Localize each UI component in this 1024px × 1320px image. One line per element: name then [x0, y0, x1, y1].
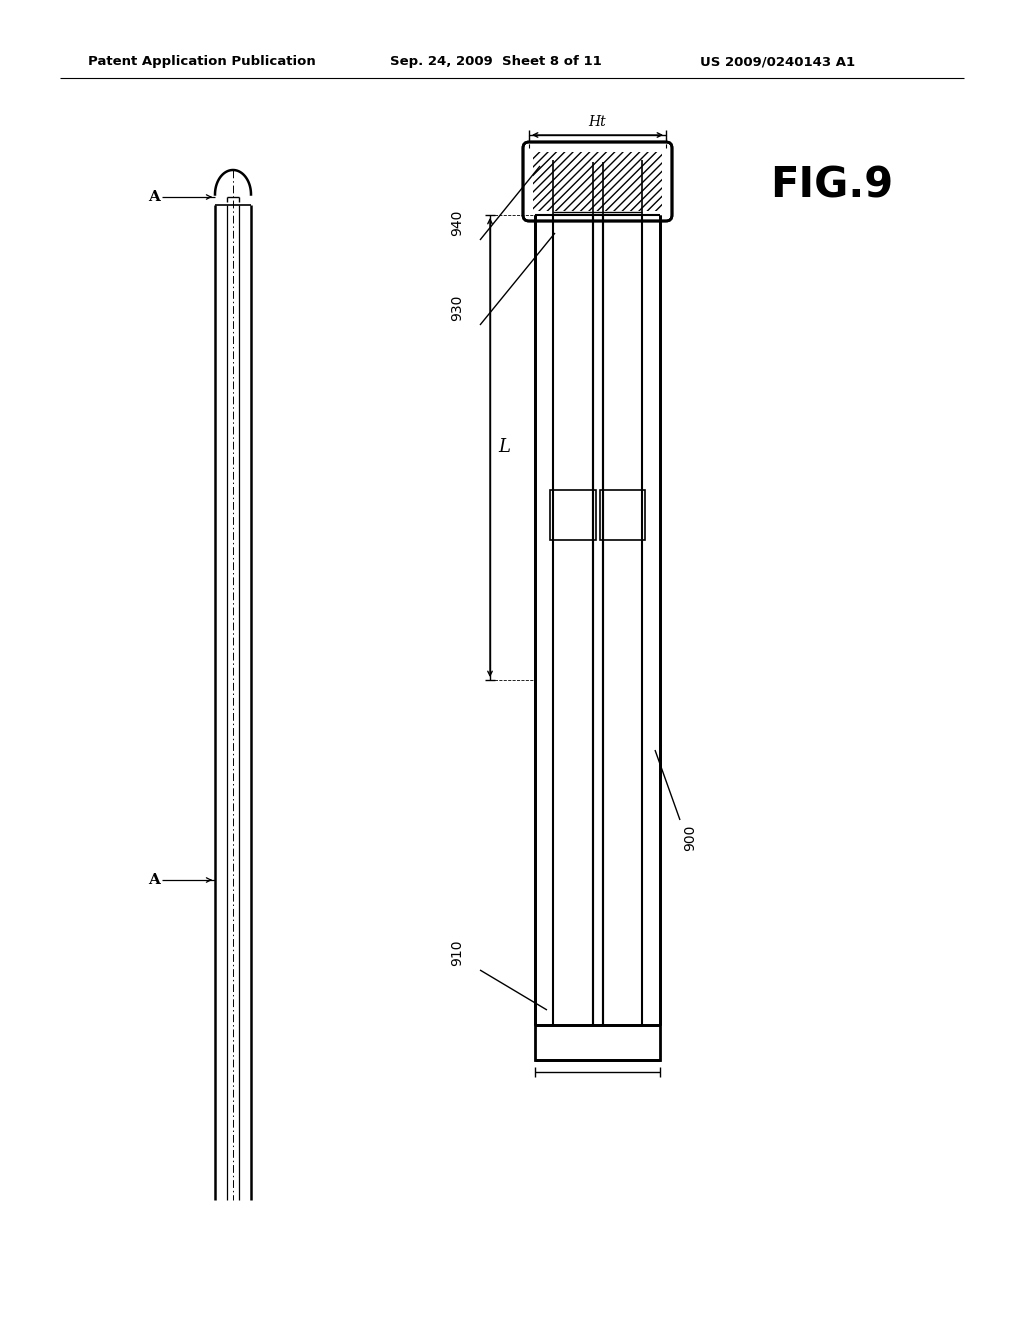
Bar [553, 215, 593, 1026]
Bar [599, 490, 645, 540]
Text: Sep. 24, 2009  Sheet 8 of 11: Sep. 24, 2009 Sheet 8 of 11 [390, 55, 602, 69]
Text: FIG.9: FIG.9 [770, 165, 893, 207]
Bar [602, 215, 642, 1026]
Text: L: L [498, 438, 510, 457]
Bar [535, 1026, 660, 1060]
Text: A: A [148, 190, 160, 205]
Text: Ht: Ht [589, 115, 606, 129]
Text: 930: 930 [450, 294, 464, 321]
Text: US 2009/0240143 A1: US 2009/0240143 A1 [700, 55, 855, 69]
Bar [535, 215, 553, 1026]
Bar [550, 490, 596, 540]
Text: 900: 900 [683, 825, 697, 851]
Text: A: A [148, 873, 160, 887]
FancyBboxPatch shape [523, 143, 672, 220]
Text: Patent Application Publication: Patent Application Publication [88, 55, 315, 69]
Bar [534, 152, 662, 211]
Bar [642, 215, 660, 1026]
Text: 940: 940 [450, 210, 464, 236]
Bar [553, 215, 642, 1026]
Text: 910: 910 [450, 940, 464, 966]
